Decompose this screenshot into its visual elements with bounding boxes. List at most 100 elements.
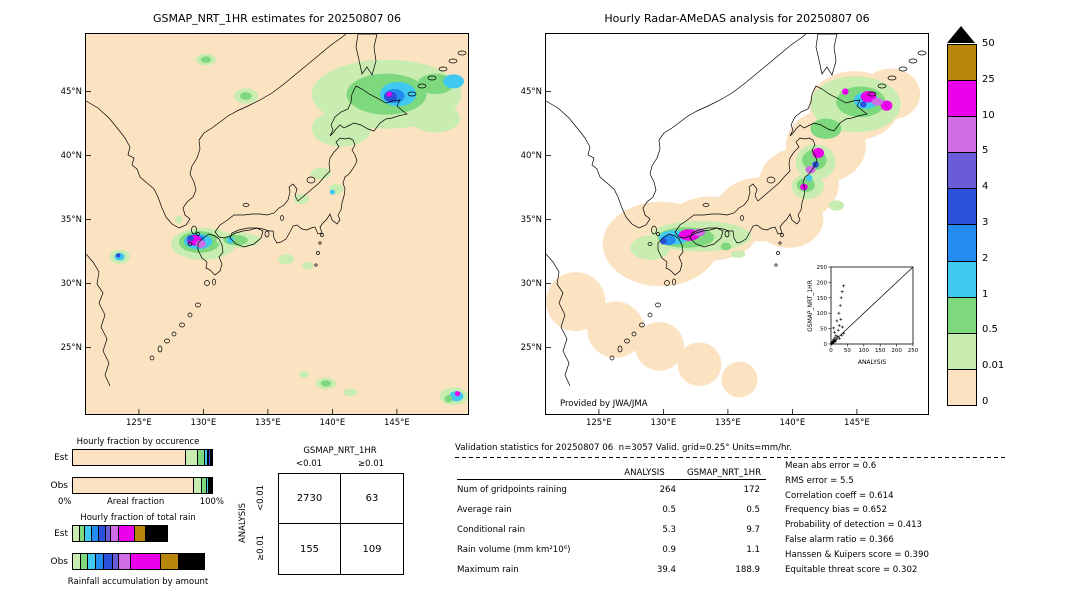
- colorbar-swatch: [948, 188, 976, 225]
- colorbar-swatch: [948, 116, 976, 153]
- coastlines: [545, 33, 927, 387]
- stats-table-row: Conditional rain 5.3 9.7: [457, 520, 766, 540]
- colorbar-tick-label: 2: [982, 252, 989, 264]
- right-map-lat-tick-label: 30°N: [520, 278, 542, 289]
- gsmap-value: 172: [743, 485, 760, 495]
- colorbar-tick-label: 5: [982, 145, 989, 157]
- score-line: Frequency bias = 0.652: [785, 505, 887, 516]
- radar-analysis-map-svg: 00 50 50 100 100 150 150 200 200 250 250 ANALYSIS GS…: [545, 33, 928, 414]
- svg-text:0: 0: [829, 348, 833, 354]
- stat-label: Maximum rain: [457, 565, 519, 575]
- stats-table-row: Average rain 0.5 0.5: [457, 500, 766, 520]
- hits-cell: 109: [362, 543, 382, 555]
- stats-table-row: Rain volume (mm km²10⁶) 0.9 1.1: [457, 540, 766, 560]
- right-map-lat-tick-label: 45°N: [520, 86, 542, 97]
- bar-segment-green: [197, 450, 205, 465]
- obs-label: Obs: [50, 480, 69, 491]
- colorbar-swatch: [948, 260, 976, 297]
- scatter-points: [829, 284, 846, 346]
- colorbar-swatch: [948, 368, 976, 405]
- stats-table-row: Maximum rain 39.4 188.9: [457, 560, 766, 580]
- bar-segment-green: [201, 478, 206, 493]
- contingency-table: GSMAP_NRT_1HR <0.01 ≥0.01 ANALYSIS <0.01…: [238, 446, 418, 596]
- bar-segment-green: [79, 554, 87, 569]
- colorbar-tick-label: 25: [982, 73, 995, 85]
- left-map-lat-tick-label: 30°N: [60, 278, 82, 289]
- bar-segment-skyblue: [207, 478, 210, 493]
- row-label-above-threshold: ≥0.01: [256, 534, 266, 562]
- left-map-lon-tick-label: 140°E: [319, 418, 346, 428]
- precipitation-field: [109, 53, 468, 406]
- bar-segment-blue: [97, 526, 105, 541]
- score-line: Probability of detection = 0.413: [785, 520, 923, 531]
- axis-100-label: 100%: [199, 497, 224, 507]
- bar-segment-darkyellow: [133, 526, 145, 541]
- bar-segment-purpleblue: [209, 450, 211, 465]
- bar-segment-lightgreen: [193, 478, 202, 493]
- colorbar-tick-label: 0: [982, 396, 989, 407]
- analysis-value: 5.3: [662, 525, 676, 535]
- bar-segment-skyblue: [90, 526, 98, 541]
- bar-segment-lightgreen: [73, 554, 80, 569]
- right-map-lon-tick-label: 145°E: [843, 418, 870, 428]
- bar-segment-lightgreen: [184, 450, 198, 465]
- bar-segment-magenta: [129, 554, 160, 569]
- validation-stats-panel: Validation statistics for 20250807 06 n=…: [455, 443, 1015, 608]
- radar-analysis-map: 0 0 50 50 100 100 150 150 200 200 250 250 ANALYSIS GS…: [545, 33, 929, 415]
- stat-label: Average rain: [457, 505, 512, 515]
- analysis-value: 0.5: [662, 505, 676, 515]
- gsmap-value: 9.7: [746, 525, 760, 535]
- inset-xlabel: ANALYSIS: [858, 359, 886, 366]
- stats-table-row: Num of gridpoints raining 264 172: [457, 480, 766, 500]
- bar-segment-skyblue: [206, 450, 209, 465]
- dashed-divider: [455, 457, 1007, 458]
- fraction-bars-panel: Hourly fraction by occurence Est Obs 0% …: [40, 437, 265, 597]
- bar-segment-blue: [209, 478, 211, 493]
- right-map-lon-tick-label: 125°E: [585, 418, 612, 428]
- est-label: Est: [54, 452, 68, 463]
- contingency-grid: 2730 63 155 109: [278, 473, 404, 575]
- score-line: Equitable threat score = 0.302: [785, 564, 918, 575]
- occurrence-est-bar: [72, 449, 213, 466]
- totalrain-obs-bar: [72, 553, 206, 570]
- gsmap-value: 188.9: [735, 565, 760, 575]
- right-map-title: Hourly Radar-AMeDAS analysis for 2025080…: [604, 12, 870, 25]
- gsmap-estimate-map-svg: [85, 33, 468, 414]
- right-map-lon-tick-label: 140°E: [779, 418, 806, 428]
- colorbar: [947, 44, 977, 406]
- colorbar-overflow-triangle: [947, 26, 975, 43]
- svg-text:200: 200: [817, 280, 828, 286]
- skill-scores-list: Mean abs error = 0.6 RMS error = 5.5 Corre…: [785, 459, 1013, 577]
- bar-segment-blue: [208, 450, 210, 465]
- col-label-below-threshold: <0.01: [295, 459, 323, 469]
- bar-segment-skyblue: [95, 554, 104, 569]
- est-label: Est: [54, 528, 68, 539]
- stat-label: Rain volume (mm km²10⁶): [457, 545, 571, 555]
- credit-text: Provided by JWA/JMA: [560, 399, 648, 409]
- scatter-inset: 00 50 50 100 100 150 150 200 200 250 250 ANALYSIS GS…: [804, 260, 920, 379]
- bar-segment-orchid: [110, 526, 119, 541]
- contingency-col-group-label: GSMAP_NRT_1HR: [303, 446, 377, 456]
- axis-ticks: [86, 91, 398, 414]
- totalrain-title: Hourly fraction of total rain: [80, 513, 196, 523]
- left-map-lon-tick-label: 125°E: [125, 418, 152, 428]
- axis-ticks: [546, 91, 858, 414]
- col-label-above-threshold: ≥0.01: [357, 459, 385, 469]
- bar-segment-black: [177, 554, 205, 569]
- score-line: Correlation coeff = 0.614: [785, 490, 894, 501]
- bar-segment-orchid: [211, 478, 213, 493]
- totalrain-est-bar: [72, 525, 168, 542]
- analysis-value: 0.9: [662, 545, 676, 555]
- occurrence-est-row: Est: [40, 449, 213, 466]
- precipitation-field: [630, 76, 901, 260]
- areal-fraction-label: Areal fraction: [106, 497, 165, 507]
- occurrence-title: Hourly fraction by occurence: [76, 437, 200, 447]
- score-line: Mean abs error = 0.6: [785, 461, 877, 471]
- bar-segment-cyan: [84, 526, 91, 541]
- inset-ylabel: GSMAP_NRT_1HR: [807, 280, 814, 332]
- bar-segment-green: [78, 526, 85, 541]
- bar-segment-peach: [73, 450, 185, 465]
- right-map-lat-tick-label: 35°N: [520, 214, 542, 225]
- left-map-lon-tick-label: 130°E: [190, 418, 217, 428]
